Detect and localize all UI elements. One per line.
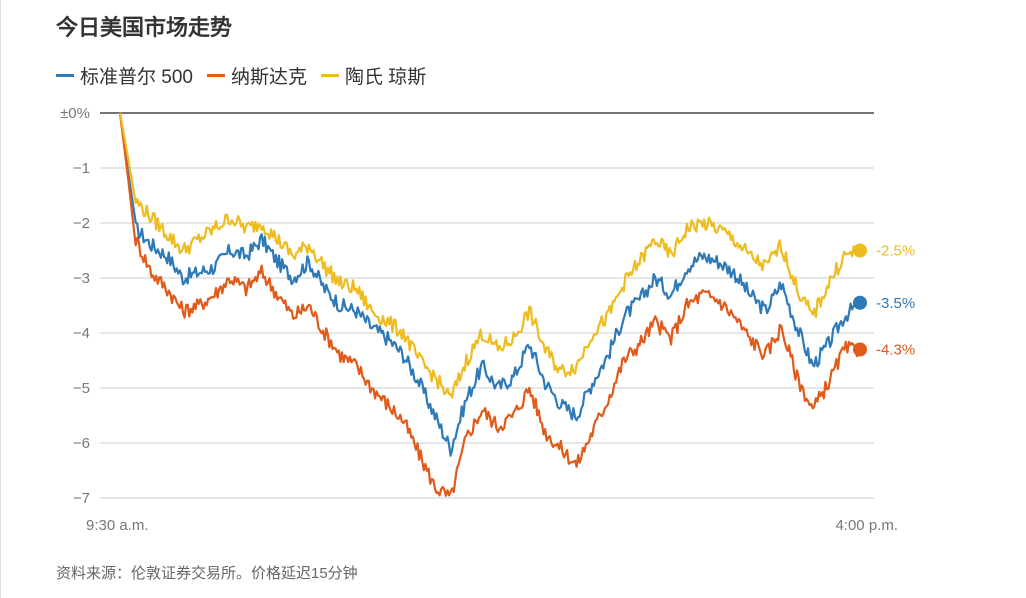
y-tick-label: −1 bbox=[73, 160, 90, 177]
legend-swatch-sp500 bbox=[56, 74, 74, 77]
source-note: 资料来源：伦敦证券交易所。价格延迟15分钟 bbox=[56, 565, 358, 582]
series-line-0 bbox=[118, 112, 862, 457]
legend-label-sp500: 标准普尔 500 bbox=[80, 67, 193, 88]
y-tick-label: −4 bbox=[73, 325, 90, 342]
series-end-dot-2 bbox=[853, 243, 867, 258]
legend-item-dow: 陶氏 琼斯 bbox=[321, 62, 426, 89]
chart-legend: 标准普尔 500 纳斯达克 陶氏 琼斯 bbox=[56, 62, 440, 89]
legend-item-nasdaq: 纳斯达克 bbox=[206, 62, 307, 89]
series-end-label-0: -3.5% bbox=[876, 295, 915, 312]
y-tick-label: −6 bbox=[73, 435, 90, 452]
legend-label-nasdaq: 纳斯达克 bbox=[230, 67, 307, 88]
legend-swatch-nasdaq bbox=[206, 74, 225, 77]
legend-swatch-dow bbox=[321, 74, 339, 77]
page-left-border bbox=[0, 0, 1, 598]
series-line-1 bbox=[118, 112, 862, 497]
legend-label-dow: 陶氏 琼斯 bbox=[345, 67, 427, 88]
legend-item-sp500: 标准普尔 500 bbox=[56, 62, 193, 89]
series-end-label-1: -4.3% bbox=[876, 342, 915, 359]
y-tick-label: −3 bbox=[73, 270, 90, 287]
x-tick-label: 4:00 p.m. bbox=[835, 517, 898, 534]
chart-title: 今日美国市场走势 bbox=[56, 15, 233, 40]
series-end-dot-0 bbox=[853, 295, 867, 310]
y-tick-label: −7 bbox=[73, 490, 90, 507]
series-end-label-2: -2.5% bbox=[876, 243, 915, 260]
y-tick-label: ±0% bbox=[60, 105, 90, 122]
series-end-dot-1 bbox=[853, 342, 867, 357]
series-line-2 bbox=[118, 112, 862, 399]
x-tick-label: 9:30 a.m. bbox=[86, 517, 149, 534]
y-tick-label: −5 bbox=[73, 380, 90, 397]
y-tick-label: −2 bbox=[73, 215, 90, 232]
